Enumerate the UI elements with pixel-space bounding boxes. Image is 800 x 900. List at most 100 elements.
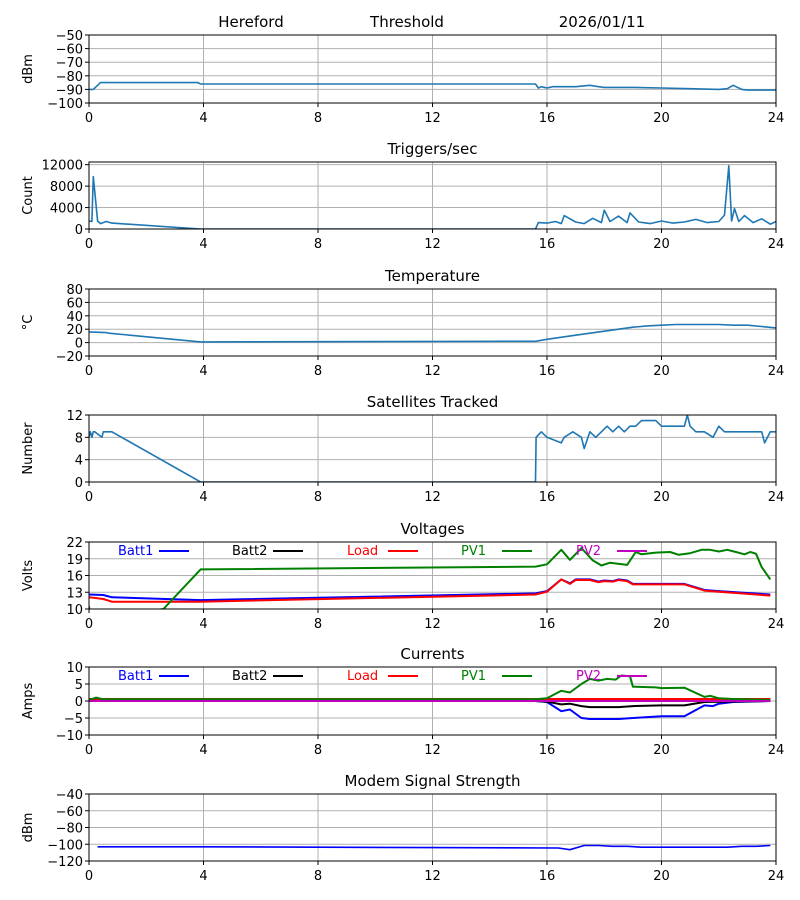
panel-title: Voltages <box>400 520 464 538</box>
x-tick-label: 20 <box>653 364 670 379</box>
panel-currents: Batt1 Batt2 Load PV1 PV2 0 4 8 12 16 20 24 −10 −5 0 5 10… <box>21 645 784 758</box>
y-tick-label: 4000 <box>50 202 83 217</box>
x-tick-label: 20 <box>653 111 670 126</box>
x-tick-label: 20 <box>653 869 670 884</box>
x-tick-label: 16 <box>539 490 556 505</box>
y-tick-label: 22 <box>66 536 83 551</box>
x-tick-label: 8 <box>314 237 322 252</box>
legend-label-load: Load <box>347 669 378 684</box>
panel-title: Triggers/sec <box>387 140 478 158</box>
series-line-batt1 <box>89 700 771 720</box>
header-date: 2026/01/11 <box>559 13 645 31</box>
y-tick-label: 13 <box>66 586 83 601</box>
x-tick-label: 4 <box>199 743 207 758</box>
x-tick-label: 20 <box>653 237 670 252</box>
y-tick-label: −100 <box>47 97 83 112</box>
x-tick-label: 16 <box>539 869 556 884</box>
y-tick-label: 0 <box>75 223 83 238</box>
y-axis-label: Amps <box>21 682 36 719</box>
y-tick-label: −120 <box>47 855 83 870</box>
y-tick-label: 20 <box>66 323 83 338</box>
x-tick-label: 24 <box>768 869 785 884</box>
y-tick-label: 0 <box>75 476 83 491</box>
x-tick-label: 24 <box>768 237 785 252</box>
y-tick-label: −50 <box>56 29 83 44</box>
x-tick-label: 4 <box>199 617 207 632</box>
legend-label-batt2: Batt2 <box>232 544 267 559</box>
panel-rf-signal: 0 4 8 12 16 20 24 −50−60−70−80−90−100 dBm <box>21 29 784 126</box>
x-tick-label: 12 <box>424 111 441 126</box>
y-tick-label: −60 <box>56 43 83 58</box>
legend-label-pv2: PV2 <box>576 544 601 559</box>
legend-label-pv2: PV2 <box>576 669 601 684</box>
x-tick-label: 24 <box>768 111 785 126</box>
y-axis-label: dBm <box>21 54 36 84</box>
y-tick-label: −70 <box>56 56 83 71</box>
x-tick-label: 8 <box>314 364 322 379</box>
x-tick-label: 4 <box>199 364 207 379</box>
y-tick-label: 10 <box>66 603 83 618</box>
y-tick-label: −5 <box>64 712 83 727</box>
x-tick-label: 20 <box>653 617 670 632</box>
x-tick-label: 0 <box>85 364 93 379</box>
y-tick-label: 19 <box>66 553 83 568</box>
x-tick-label: 12 <box>424 869 441 884</box>
x-tick-label: 0 <box>85 743 93 758</box>
y-tick-label: 8000 <box>50 180 83 195</box>
y-tick-label: 5 <box>75 678 83 693</box>
x-tick-label: 12 <box>424 490 441 505</box>
x-tick-label: 0 <box>85 111 93 126</box>
header-mode: Threshold <box>369 13 444 31</box>
x-tick-label: 8 <box>314 743 322 758</box>
legend-label-batt1: Batt1 <box>118 669 153 684</box>
series-line-temperature <box>89 323 776 343</box>
series-line-signal <box>89 81 776 91</box>
x-tick-label: 20 <box>653 490 670 505</box>
y-tick-label: 10 <box>66 661 83 676</box>
x-tick-label: 0 <box>85 490 93 505</box>
x-tick-label: 12 <box>424 743 441 758</box>
y-tick-label: −80 <box>56 822 83 837</box>
panel-triggers: 0 4 8 12 16 20 24 0 4000 8000 12000 Triggers/sec Cou… <box>21 140 784 252</box>
y-tick-label: −20 <box>56 350 83 365</box>
y-tick-label: 8 <box>75 431 83 446</box>
y-axis-label: Count <box>21 176 36 215</box>
x-tick-label: 8 <box>314 111 322 126</box>
series-line-batt2 <box>89 700 771 709</box>
y-tick-label: 0 <box>75 695 83 710</box>
x-tick-label: 12 <box>424 364 441 379</box>
panel-title: Temperature <box>384 267 480 285</box>
y-tick-label: 80 <box>66 283 83 298</box>
y-tick-label: 60 <box>66 296 83 311</box>
y-tick-label: 0 <box>75 337 83 352</box>
y-tick-label: 12000 <box>42 159 83 174</box>
panel-title: Satellites Tracked <box>367 393 498 411</box>
legend-label-pv1: PV1 <box>461 669 486 684</box>
series-line-modem <box>97 844 771 851</box>
series-line-satellites <box>89 415 776 482</box>
x-tick-label: 0 <box>85 869 93 884</box>
x-tick-label: 12 <box>424 617 441 632</box>
legend-label-batt1: Batt1 <box>118 544 153 559</box>
series-line-triggers <box>89 165 776 229</box>
legend-label-pv1: PV1 <box>461 544 486 559</box>
header-station: Hereford <box>218 13 283 31</box>
y-tick-label: 12 <box>66 409 83 424</box>
x-tick-label: 16 <box>539 617 556 632</box>
y-axis-label: Number <box>21 422 36 475</box>
x-tick-label: 16 <box>539 743 556 758</box>
x-tick-label: 0 <box>85 617 93 632</box>
y-tick-label: −100 <box>47 838 83 853</box>
x-tick-label: 8 <box>314 617 322 632</box>
x-tick-label: 4 <box>199 490 207 505</box>
y-axis-label: Volts <box>21 560 36 592</box>
x-tick-label: 8 <box>314 490 322 505</box>
x-tick-label: 24 <box>768 617 785 632</box>
series-line-pv1 <box>89 547 772 609</box>
x-tick-label: 16 <box>539 237 556 252</box>
